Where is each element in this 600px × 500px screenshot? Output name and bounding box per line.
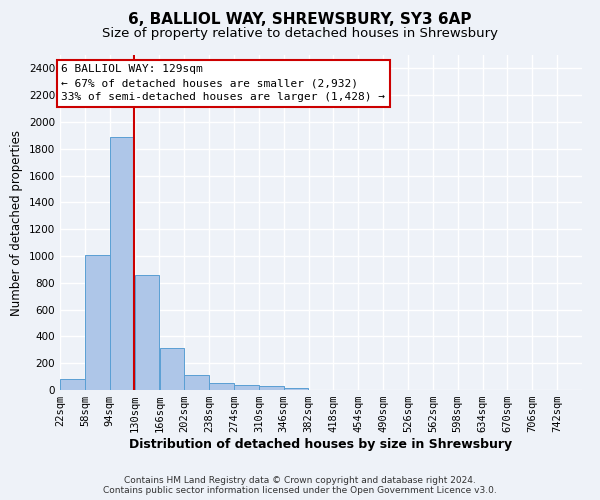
Bar <box>85 254 110 390</box>
Bar <box>259 386 284 390</box>
X-axis label: Distribution of detached houses by size in Shrewsbury: Distribution of detached houses by size … <box>130 438 512 451</box>
Text: 6 BALLIOL WAY: 129sqm
← 67% of detached houses are smaller (2,932)
33% of semi-d: 6 BALLIOL WAY: 129sqm ← 67% of detached … <box>61 64 385 102</box>
Bar <box>110 136 134 390</box>
Bar <box>234 384 259 390</box>
Bar <box>60 378 85 390</box>
Bar <box>135 275 159 390</box>
Text: Size of property relative to detached houses in Shrewsbury: Size of property relative to detached ho… <box>102 28 498 40</box>
Y-axis label: Number of detached properties: Number of detached properties <box>10 130 23 316</box>
Bar <box>284 388 308 390</box>
Text: Contains HM Land Registry data © Crown copyright and database right 2024.
Contai: Contains HM Land Registry data © Crown c… <box>103 476 497 495</box>
Text: 6, BALLIOL WAY, SHREWSBURY, SY3 6AP: 6, BALLIOL WAY, SHREWSBURY, SY3 6AP <box>128 12 472 28</box>
Bar <box>184 374 209 390</box>
Bar <box>160 348 184 390</box>
Bar <box>209 384 234 390</box>
